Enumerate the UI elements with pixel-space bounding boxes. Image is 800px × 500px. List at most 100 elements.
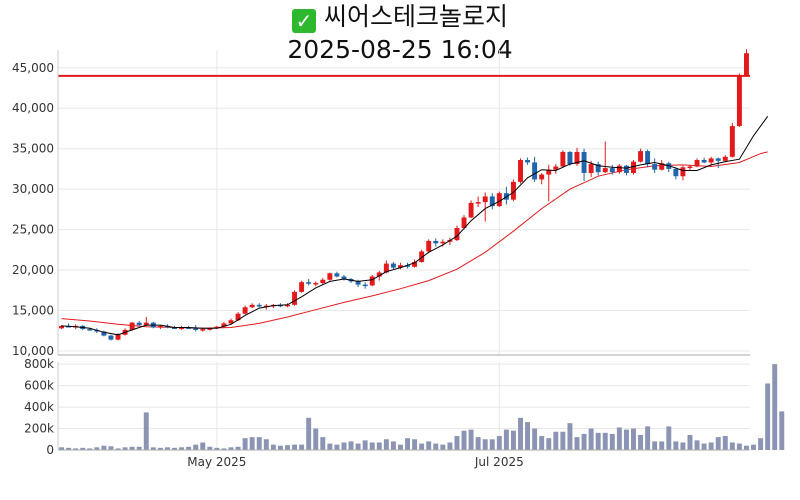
candle-body [525, 160, 531, 163]
volume-bars [59, 364, 785, 450]
axes: 10,000 15,000 20,000 25,000 30,000 35,000 40,0… [12, 50, 750, 469]
volume-bar [482, 439, 488, 450]
volume-bar [390, 441, 396, 450]
candle-body [59, 325, 65, 329]
ma-long-polyline [61, 151, 768, 329]
candle-body [369, 276, 375, 286]
volume-bar [666, 426, 672, 450]
candle-body [729, 126, 735, 157]
x-tick-label: May 2025 [187, 455, 246, 469]
candle-body [193, 328, 199, 330]
volume-bar [510, 430, 516, 450]
volume-bar [560, 431, 566, 450]
volume-bar [101, 445, 107, 450]
candle-body [207, 328, 213, 330]
candle-body [532, 162, 538, 180]
volume-bar [722, 436, 728, 450]
volume-bar [362, 440, 368, 450]
volume-bar [496, 436, 502, 450]
candle-body [419, 251, 425, 262]
volume-bar [221, 448, 227, 450]
candle-body [631, 161, 636, 173]
volume-bar [136, 446, 142, 450]
candle-body [454, 227, 460, 241]
volume-bar [235, 446, 241, 450]
volume-bar [631, 428, 636, 450]
volume-bar [581, 433, 587, 450]
candle-body [560, 151, 566, 167]
volume-bar [59, 447, 65, 450]
candle-body [221, 323, 227, 327]
candle-body [581, 151, 587, 173]
candle-body [475, 202, 481, 204]
candle-body [510, 181, 516, 200]
candle-body [200, 329, 206, 331]
volume-bar [376, 442, 382, 450]
volume-bar [299, 444, 305, 450]
volume-tick-label: 600k [24, 379, 54, 393]
volume-bar [609, 433, 615, 450]
candle-body [143, 322, 149, 326]
volume-bar [440, 444, 446, 450]
candle-body [108, 335, 114, 340]
volume-bar [779, 411, 785, 450]
volume-bar [475, 437, 481, 450]
volume-bar [207, 446, 213, 450]
candle-body [157, 325, 163, 328]
candle-body [694, 160, 700, 167]
candle-body [673, 168, 679, 177]
volume-bar [616, 427, 622, 450]
ma-long-line [61, 151, 768, 329]
candle-body [341, 276, 347, 279]
candle-body [186, 327, 192, 329]
price-tick-label: 45,000 [12, 61, 54, 75]
volume-bar [694, 440, 700, 450]
candle-body [708, 158, 714, 163]
candle-body [518, 160, 523, 182]
candle-body [412, 261, 418, 267]
volume-bar [652, 441, 658, 450]
candle-body [701, 160, 707, 163]
candle-body [652, 164, 658, 170]
chart-datetime: 2025-08-25 16:04 [287, 35, 513, 64]
candle-body [397, 265, 403, 268]
volume-bar [179, 447, 185, 450]
company-name: 씨어스테크놀로지 [323, 2, 508, 31]
candle-body [546, 169, 552, 175]
candlesticks [59, 49, 749, 341]
volume-bar [122, 447, 128, 450]
volume-bar [426, 441, 432, 450]
volume-bar [405, 438, 411, 450]
volume-bar [659, 441, 665, 450]
volume-bar [334, 444, 340, 450]
candle-body [355, 281, 361, 285]
candle-body [320, 279, 326, 283]
volume-bar [489, 439, 495, 450]
volume-tick-label: 200k [24, 422, 54, 436]
candle-body [306, 282, 312, 284]
volume-bar [115, 448, 121, 450]
volume-bar [419, 443, 425, 450]
volume-bar [433, 443, 439, 450]
volume-bar [588, 428, 594, 450]
volume-bar [94, 447, 100, 450]
price-tick-label: 25,000 [12, 223, 54, 237]
price-tick-label: 40,000 [12, 101, 54, 115]
volume-tick-label: 400k [24, 400, 54, 414]
volume-bar [256, 437, 262, 450]
volume-bar [157, 447, 163, 450]
volume-bar [708, 442, 714, 450]
candle-body [468, 202, 474, 218]
volume-bar [129, 446, 135, 450]
volume-bar [214, 447, 220, 450]
volume-bar [468, 429, 474, 450]
volume-bar [150, 447, 156, 450]
volume-bar [553, 431, 559, 450]
candle-body [687, 166, 693, 168]
candle-body [334, 273, 340, 277]
check-mark-icon: ✓ [291, 9, 316, 33]
volume-bar [454, 436, 460, 450]
volume-bar [263, 439, 269, 450]
candle-body [616, 165, 622, 173]
volume-bar [193, 444, 199, 450]
